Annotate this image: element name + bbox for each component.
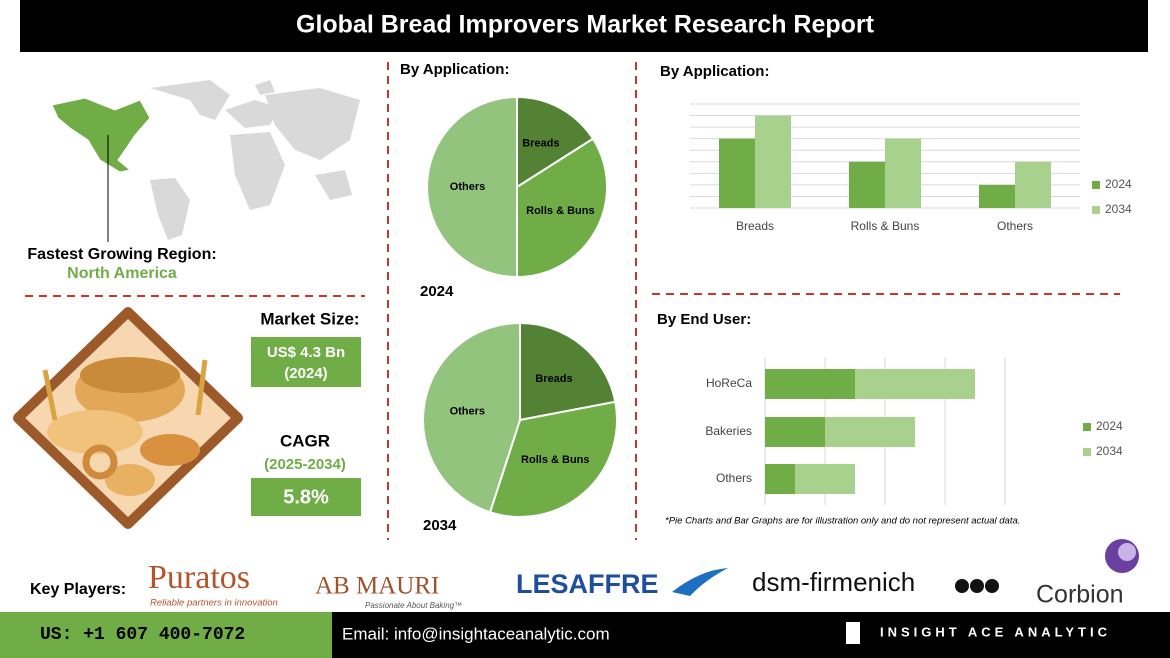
bar (719, 138, 755, 208)
company-logo: LESAFFRE (516, 569, 659, 599)
slice-label: Breads (522, 138, 559, 150)
bar (849, 161, 885, 208)
chart-title: By Application: (400, 61, 509, 78)
pie-slice (426, 95, 518, 279)
company-logo: AB MAURI (315, 573, 439, 600)
y-tick-label: Others (716, 471, 752, 485)
market-size-box (251, 337, 361, 387)
slice-label: Rolls & Buns (521, 454, 589, 466)
cagr-period: (2025-2034) (264, 456, 346, 473)
pie-slice (516, 95, 595, 189)
corbion-mark (1118, 543, 1136, 561)
company-tagline: Reliable partners in innovation (150, 598, 278, 609)
pie-slice (488, 400, 618, 518)
company-tagline: Passionate About Baking™ (365, 601, 462, 610)
legend-swatch (1092, 206, 1100, 214)
footer-phone: US: +1 607 400-7072 (40, 625, 245, 645)
region-label: Fastest Growing Region: (27, 246, 216, 263)
chart-title: By End User: (657, 311, 751, 328)
market-size-value: US$ 4.3 Bn (267, 344, 345, 361)
slice-label: Breads (535, 373, 572, 385)
bar (765, 464, 795, 494)
bread-illustration (13, 307, 243, 529)
cagr-label: CAGR (280, 431, 330, 450)
world-map (150, 80, 360, 240)
company-logo: Puratos (148, 559, 250, 596)
region-value: North America (67, 265, 177, 282)
market-size-label: Market Size: (260, 309, 359, 328)
pie-year: 2024 (420, 283, 454, 300)
header-title: Global Bread Improvers Market Research R… (296, 11, 875, 39)
x-tick-label: Breads (736, 219, 774, 233)
pie-slice (519, 321, 617, 422)
legend-swatch (1092, 181, 1100, 189)
bar (885, 138, 921, 208)
bar (795, 464, 855, 494)
legend-label: 2034 (1105, 202, 1132, 216)
dsm-dots (955, 579, 999, 593)
brand-icon (846, 622, 860, 644)
legend-label: 2034 (1096, 444, 1123, 458)
legend-label: 2024 (1096, 419, 1123, 433)
chart-title: By Application: (660, 63, 769, 80)
lesaffre-bird (672, 568, 728, 596)
y-tick-label: Bakeries (705, 424, 752, 438)
company-logo: dsm-firmenich (752, 567, 915, 597)
legend-swatch (1083, 448, 1091, 456)
key-players-label: Key Players: (30, 581, 126, 598)
north-america (51, 97, 151, 173)
footer-left (0, 612, 332, 658)
footer-right (332, 612, 1170, 658)
x-tick-label: Others (997, 219, 1033, 233)
pie-year: 2034 (423, 517, 457, 534)
pie-slice (516, 137, 608, 279)
bar (855, 369, 975, 399)
bar (979, 184, 1015, 208)
y-tick-label: HoReCa (706, 376, 752, 390)
legend-label: 2024 (1105, 177, 1132, 191)
bar (765, 369, 855, 399)
slice-label: Others (450, 181, 485, 193)
footer-email: Email: info@insightaceanalytic.com (342, 624, 610, 643)
dividers (25, 62, 1120, 540)
market-size-year: (2024) (284, 365, 327, 382)
x-tick-label: Rolls & Buns (851, 219, 920, 233)
pie-slice (422, 321, 521, 514)
bar (1015, 161, 1051, 208)
footer-brand: INSIGHT ACE ANALYTIC (880, 624, 1111, 639)
bar (825, 417, 915, 447)
bar (755, 115, 791, 208)
cagr-value: 5.8% (283, 486, 329, 508)
slice-label: Rolls & Buns (526, 205, 594, 217)
company-logo: Corbion (1036, 581, 1124, 609)
legend-swatch (1083, 423, 1091, 431)
note: *Pie Charts and Bar Graphs are for illus… (665, 516, 1020, 527)
header-bar (20, 0, 1148, 52)
slice-label: Others (450, 406, 485, 418)
bar (765, 417, 825, 447)
cagr-box (251, 478, 361, 516)
